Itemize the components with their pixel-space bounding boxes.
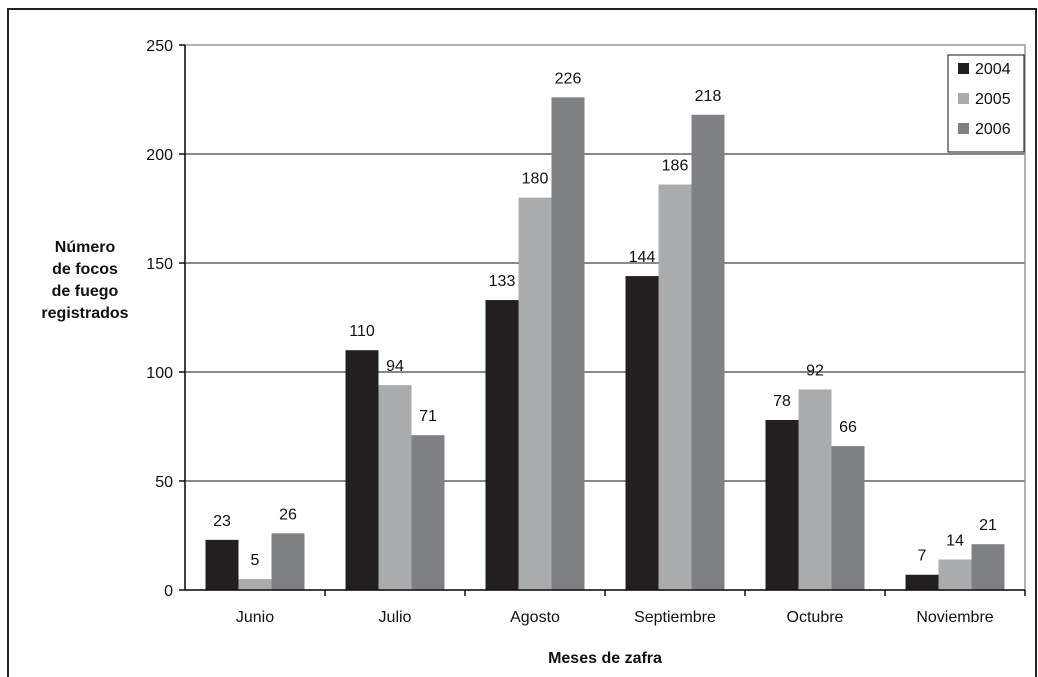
data-label: 23 [213,513,231,530]
y-tick-label: 200 [146,147,173,164]
plot-area [184,44,1026,591]
y-axis-title-line: Número [55,239,116,256]
data-label: 78 [773,393,791,410]
data-label: 144 [629,249,656,266]
data-label: 7 [918,548,927,565]
legend-swatch-2004 [958,63,969,74]
data-label: 5 [251,552,260,569]
bar-2005 [518,197,552,590]
data-labels: 23 5 26 110 94 71 133 180 226 144 186 218 78 92 66 7 14 2… [213,70,997,569]
bar-2005 [658,184,692,590]
y-tick-label: 250 [146,38,173,55]
bar-2005 [238,579,272,590]
legend-label: 2006 [975,121,1011,138]
x-axis-title: Meses de zafra [548,650,662,667]
bar-2006 [271,533,305,590]
bar-2005 [378,385,412,590]
bar-2006 [691,114,725,590]
bar-2004 [625,276,659,590]
data-label: 26 [279,506,297,523]
data-label: 226 [555,70,582,87]
data-label: 186 [662,158,689,175]
y-tick-label: 50 [155,474,173,491]
data-label: 94 [386,358,404,375]
chart-frame [7,8,1037,677]
data-label: 180 [522,171,549,188]
y-axis-title-line: de focos [52,261,118,278]
legend-label: 2005 [975,91,1011,108]
bar-2004 [345,350,379,590]
data-label: 66 [839,419,857,436]
bar-2004 [485,300,519,590]
bar-2004 [765,419,799,590]
x-category-label: Julio [379,609,412,626]
data-label: 14 [946,532,964,549]
x-category-label: Agosto [510,609,560,626]
x-category-label: Junio [236,609,274,626]
data-label: 218 [695,88,722,105]
data-label: 133 [489,273,516,290]
bar-2005 [798,389,832,590]
bar-2004 [205,539,239,590]
y-axis-title-line: registrados [41,305,128,322]
y-axis-ticks: 0 50 100 150 200 250 [146,38,185,600]
bars [205,97,1005,590]
y-tick-label: 0 [164,583,173,600]
bar-2006 [971,544,1005,590]
data-label: 110 [349,323,375,340]
bar-2006 [551,97,585,590]
bar-2006 [411,435,445,590]
y-axis-title: Número de focos de fuego registrados [41,239,128,322]
data-label: 21 [979,517,997,534]
y-tick-label: 150 [146,256,173,273]
gridlines [185,44,1025,482]
x-category-label: Septiembre [634,609,716,626]
legend-label: 2004 [975,61,1011,78]
data-label: 71 [419,408,437,425]
legend-swatch-2006 [958,123,969,134]
legend-swatch-2005 [958,93,969,104]
y-axis-title-line: de fuego [52,283,119,300]
x-category-label: Noviembre [916,609,993,626]
x-category-label: Octubre [787,609,844,626]
bar-2006 [831,446,865,590]
y-tick-label: 100 [146,365,173,382]
bar-2004 [905,574,939,590]
bar-2005 [938,559,972,590]
x-axis-categories: Junio Julio Agosto Septiembre Octubre Noviemb… [236,590,1026,626]
data-label: 92 [806,362,824,379]
legend: 2004 2005 2006 [947,54,1025,153]
